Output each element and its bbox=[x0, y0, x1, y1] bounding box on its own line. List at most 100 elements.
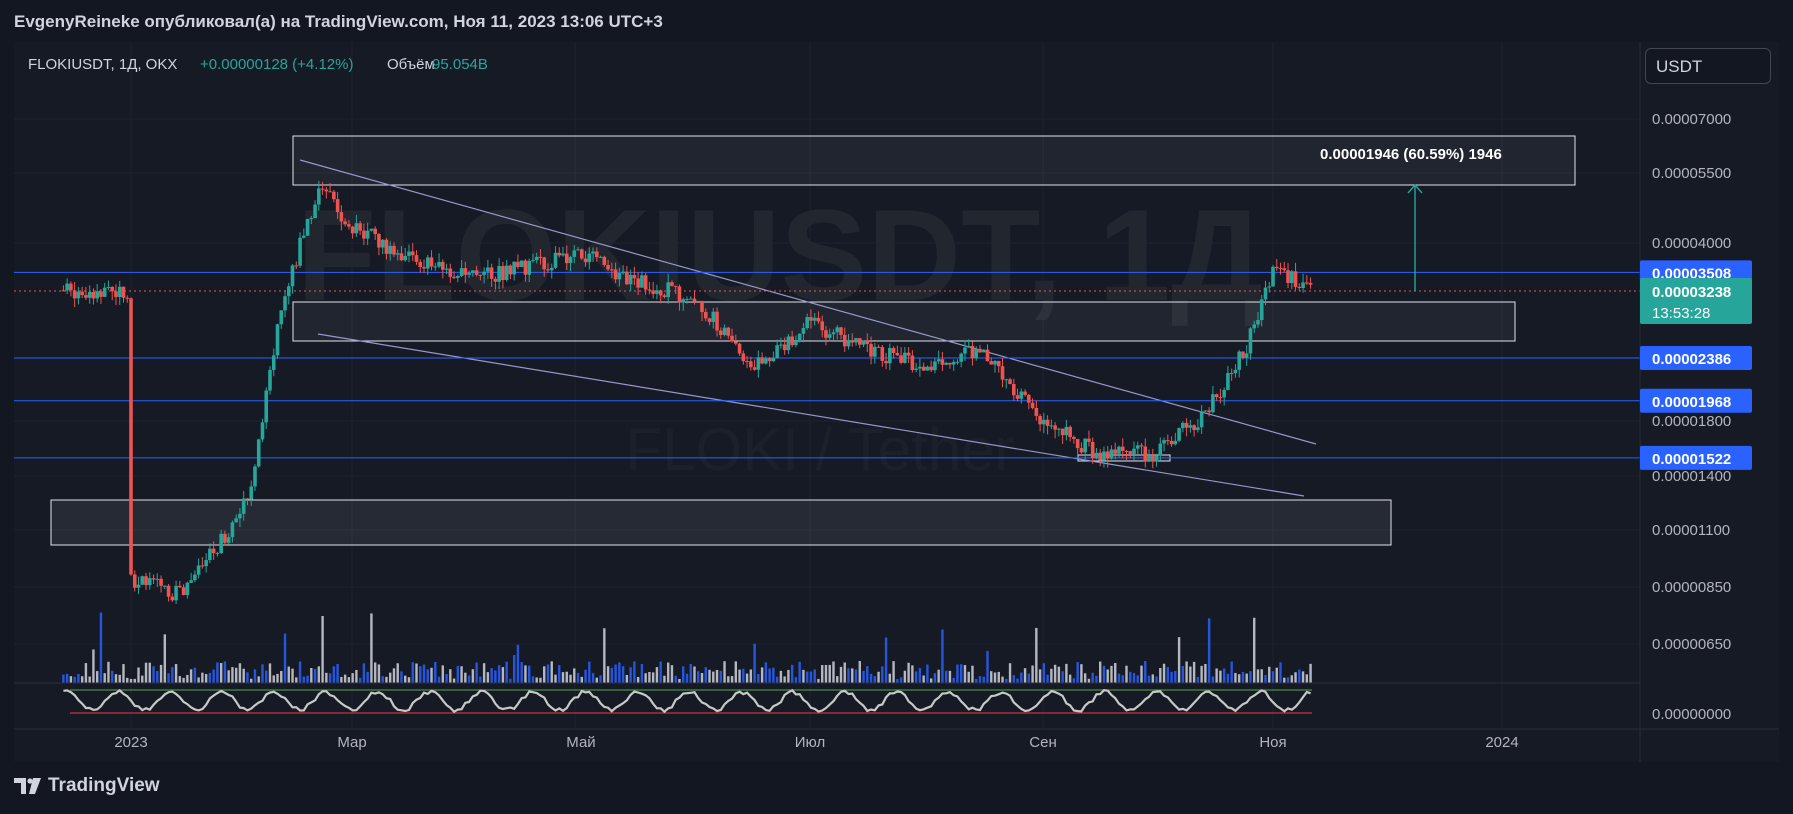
demand-zone[interactable] bbox=[50, 499, 1392, 546]
candle-body bbox=[602, 256, 607, 265]
volume-bar bbox=[163, 634, 167, 683]
candle-body bbox=[519, 260, 524, 267]
supply-zone-top[interactable] bbox=[292, 135, 1576, 186]
volume-bar bbox=[896, 678, 899, 683]
candle-body bbox=[497, 265, 501, 282]
lower-trendline[interactable] bbox=[317, 333, 1305, 497]
candle-body bbox=[489, 267, 494, 279]
volume-bar bbox=[437, 676, 441, 683]
volume-bar bbox=[1023, 668, 1027, 683]
volume-bar bbox=[790, 664, 794, 683]
volume-bar bbox=[1305, 674, 1309, 683]
candle-body bbox=[1057, 428, 1061, 430]
volume-bar bbox=[396, 663, 399, 683]
volume-bar bbox=[655, 667, 659, 683]
candle-body bbox=[117, 286, 122, 297]
volume-bar bbox=[223, 661, 227, 683]
volume-bar bbox=[1241, 671, 1245, 683]
candle-body bbox=[647, 289, 652, 291]
price-axis[interactable]: 0.00007000 0.00005500 0.00004000 0.00001800… bbox=[1652, 111, 1731, 723]
volume-bar bbox=[832, 661, 835, 683]
volume-bar bbox=[914, 671, 918, 683]
volume-bar bbox=[1301, 671, 1305, 683]
volume-bar bbox=[1008, 663, 1012, 683]
tradingview-logo[interactable]: TradingView bbox=[14, 775, 160, 797]
candle-body bbox=[621, 271, 625, 274]
volume-bar bbox=[937, 669, 940, 683]
candle-body bbox=[290, 265, 295, 287]
candle-body bbox=[782, 344, 787, 351]
volume-bar bbox=[159, 664, 163, 683]
volume-bar bbox=[268, 663, 272, 683]
volume-bar bbox=[1286, 677, 1290, 683]
volume-bar bbox=[111, 670, 114, 683]
candle-body bbox=[305, 218, 310, 236]
level-label: 0.00002386 bbox=[1652, 351, 1731, 368]
candle-body bbox=[918, 366, 922, 369]
price-tick-label: 0.00004000 bbox=[1652, 235, 1731, 252]
volume-bar bbox=[651, 672, 655, 683]
candle-body bbox=[985, 349, 990, 362]
candle-body bbox=[1117, 446, 1121, 454]
volume-bar bbox=[1080, 664, 1083, 683]
candle-body bbox=[1259, 299, 1264, 321]
candle-body bbox=[163, 585, 167, 587]
volume-bar bbox=[730, 676, 734, 683]
candle-body bbox=[722, 327, 727, 335]
candle-body bbox=[598, 256, 603, 258]
volume-bar bbox=[1309, 663, 1312, 683]
candle-body bbox=[1053, 425, 1057, 430]
mid-zone[interactable] bbox=[292, 301, 1516, 342]
volume-bar bbox=[497, 665, 501, 683]
candle-body bbox=[147, 578, 152, 586]
volume-bar bbox=[362, 663, 366, 683]
candle-body bbox=[1154, 455, 1159, 462]
candle-body bbox=[1120, 446, 1125, 451]
candle-body bbox=[914, 368, 918, 370]
volume-bar bbox=[599, 675, 602, 683]
volume-bar bbox=[88, 676, 91, 683]
volume-bar bbox=[238, 663, 242, 683]
volume-bar bbox=[809, 671, 813, 683]
volume-bar bbox=[644, 673, 647, 683]
candle-body bbox=[1143, 446, 1148, 462]
candle-body bbox=[440, 261, 445, 270]
candle-body bbox=[114, 291, 118, 297]
upper-trendline[interactable] bbox=[299, 159, 1317, 445]
volume-bar bbox=[712, 671, 715, 683]
candle-body bbox=[628, 274, 633, 285]
candle-body bbox=[302, 235, 306, 238]
volume-bar bbox=[708, 669, 711, 683]
candle-body bbox=[204, 560, 208, 567]
volume-bar bbox=[561, 672, 565, 683]
candle-body bbox=[730, 335, 734, 342]
volume-bar bbox=[723, 661, 726, 683]
candle-body bbox=[993, 360, 997, 365]
volume-bar bbox=[760, 667, 764, 683]
candle-body bbox=[846, 340, 851, 347]
volume-bar bbox=[993, 672, 997, 683]
volume-bar bbox=[377, 664, 381, 683]
candle-body bbox=[1184, 422, 1189, 428]
candle-body bbox=[1139, 445, 1144, 447]
volume-bar bbox=[272, 675, 275, 683]
volume-bar bbox=[546, 664, 550, 683]
volume-bar bbox=[73, 676, 76, 683]
time-axis[interactable]: 2023 Мар Май Июл Сен Ноя 2024 bbox=[114, 734, 1518, 751]
volume-bar bbox=[204, 674, 208, 683]
candle-body bbox=[459, 268, 464, 277]
volume-bar bbox=[291, 668, 294, 683]
legend-symbol[interactable]: FLOKIUSDT, 1Д, OKX bbox=[28, 56, 177, 73]
volume-bar bbox=[298, 661, 302, 683]
currency-button[interactable]: USDT bbox=[1645, 48, 1771, 84]
volume-bar bbox=[118, 674, 121, 683]
volume-bar bbox=[591, 673, 595, 683]
volume-bar bbox=[1200, 665, 1203, 683]
volume-bar bbox=[261, 664, 264, 683]
candle-body bbox=[1271, 266, 1275, 287]
volume-bar bbox=[280, 671, 283, 683]
volume-bar bbox=[1132, 673, 1136, 683]
candle-body bbox=[752, 367, 757, 370]
